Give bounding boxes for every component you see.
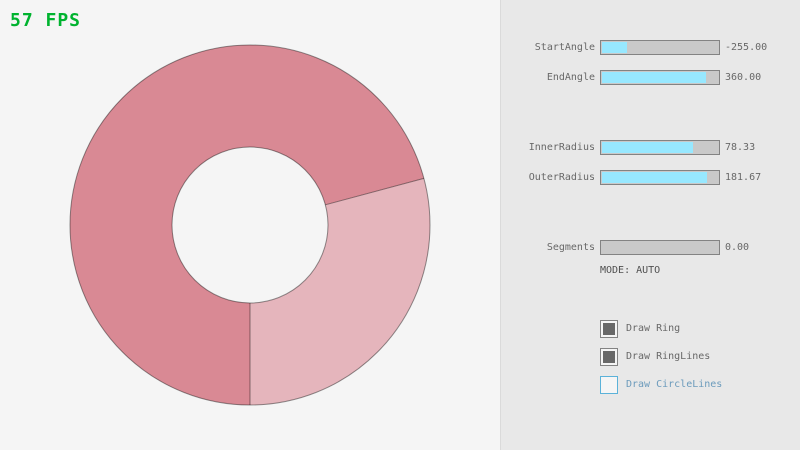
slider-value: 0.00 (725, 242, 750, 253)
inner-radius-slider[interactable] (600, 140, 720, 155)
slider-fill (602, 142, 693, 153)
slider-row-inner-radius: InnerRadius 78.33 (0, 140, 800, 155)
slider-row-outer-radius: OuterRadius 181.67 (0, 170, 800, 185)
end-angle-slider[interactable] (600, 70, 720, 85)
checkmark-icon (603, 323, 615, 335)
draw-ringlines-checkbox[interactable] (600, 348, 618, 366)
slider-label: EndAngle (546, 72, 595, 83)
checkbox-label: Draw RingLines (626, 351, 711, 362)
ring-inner-outline (171, 146, 329, 304)
draw-circlelines-checkbox[interactable] (600, 376, 618, 394)
slider-fill (602, 42, 627, 53)
slider-row-start-angle: StartAngle -255.00 (0, 40, 800, 55)
mode-label: MODE: AUTO (600, 265, 661, 276)
slider-fill (602, 172, 707, 183)
checkbox-label: Draw Ring (626, 323, 681, 334)
slider-fill (602, 72, 706, 83)
slider-label: InnerRadius (528, 142, 595, 153)
draw-ring-checkbox[interactable] (600, 320, 618, 338)
slider-label: OuterRadius (528, 172, 595, 183)
outer-radius-slider[interactable] (600, 170, 720, 185)
slider-value: 181.67 (725, 172, 762, 183)
slider-row-segments: Segments 0.00 (0, 240, 800, 255)
checkbox-label: Draw CircleLines (626, 379, 723, 390)
ring-radial-line-start (325, 177, 424, 206)
start-angle-slider[interactable] (600, 40, 720, 55)
slider-label: Segments (546, 242, 595, 253)
ring-sector-double-alpha (70, 44, 424, 405)
slider-label: StartAngle (534, 42, 595, 53)
slider-value: 78.33 (725, 142, 756, 153)
slider-row-end-angle: EndAngle 360.00 (0, 70, 800, 85)
segments-slider[interactable] (600, 240, 720, 255)
slider-value: 360.00 (725, 72, 762, 83)
slider-value: -255.00 (725, 42, 768, 53)
fps-counter: 57 FPS (10, 10, 82, 31)
checkmark-icon (603, 351, 615, 363)
ring-outer-outline (69, 44, 431, 406)
ring-sector-single-alpha (250, 178, 430, 405)
